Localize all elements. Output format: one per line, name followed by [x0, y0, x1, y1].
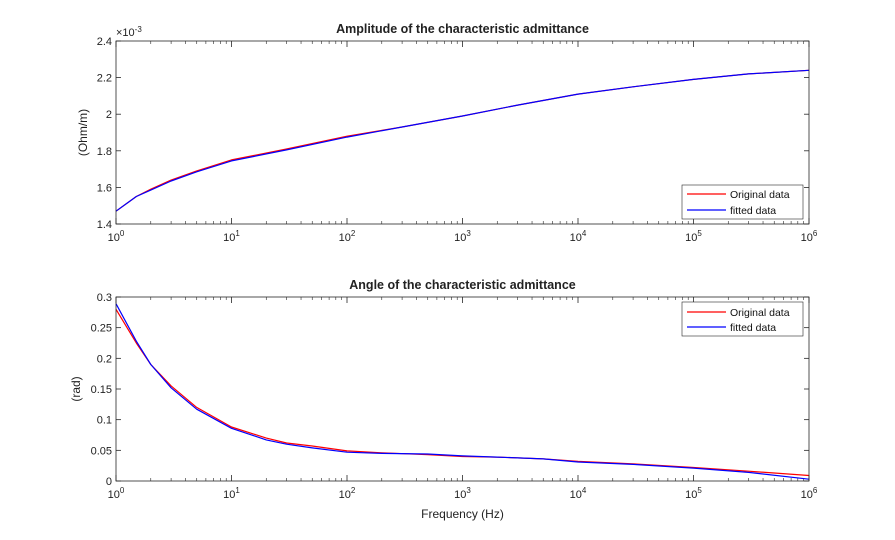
legend-box	[681, 301, 804, 337]
amplitude-axes: Amplitude of the characteristic admittan…	[76, 22, 818, 244]
x-tick-label: 106	[801, 486, 818, 501]
legend: Original data fitted data	[681, 301, 804, 337]
series-group	[115, 69, 810, 212]
angle-axes: Angle of the characteristic admittance (…	[69, 278, 818, 521]
legend-label-original: Original data	[730, 189, 790, 201]
series-group	[115, 303, 810, 480]
chart-title: Amplitude of the characteristic admittan…	[336, 22, 589, 36]
axes-box	[115, 40, 810, 225]
chart-title: Angle of the characteristic admittance	[349, 278, 576, 292]
x-tick-label: 100	[108, 229, 125, 244]
y-axis-label: (Ohm/m)	[76, 109, 90, 156]
series-line-fitted	[115, 303, 810, 480]
y-tick-label: 0.2	[97, 353, 112, 365]
y-tick-label: 2	[106, 109, 112, 121]
x-tick-label: 102	[339, 229, 356, 244]
y-tick-label: 0.15	[91, 384, 112, 396]
x-tick-label: 102	[339, 486, 356, 501]
legend-box	[681, 184, 804, 220]
y-tick-label: 1.6	[97, 182, 112, 194]
y-tick-label: 1.8	[97, 146, 112, 158]
legend: Original data fitted data	[681, 184, 804, 220]
x-tick-label: 103	[454, 486, 471, 501]
y-tick-label: 0.05	[91, 445, 112, 457]
y-tick-label: 2.4	[97, 36, 112, 48]
axes-box	[115, 296, 810, 482]
y-tick-label: 0	[106, 476, 112, 488]
y-ticks: 1.4 1.6 1.8 2 2.2 2.4	[97, 36, 809, 231]
x-ticks: 100 101 102 103 104 105 106	[108, 297, 818, 501]
legend-label-fitted: fitted data	[730, 322, 776, 334]
y-tick-label: 0.25	[91, 323, 112, 335]
y-axis-label: (rad)	[69, 376, 83, 401]
x-tick-label: 103	[454, 229, 471, 244]
y-multiplier: ×10-3	[116, 25, 142, 39]
y-tick-label: 1.4	[97, 219, 112, 231]
x-axis-label: Frequency (Hz)	[421, 507, 504, 521]
legend-label-original: Original data	[730, 307, 790, 319]
x-tick-label: 101	[223, 229, 240, 244]
x-tick-label: 104	[570, 486, 587, 501]
series-line-fitted	[115, 69, 810, 212]
legend-label-fitted: fitted data	[730, 205, 776, 217]
y-tick-label: 2.2	[97, 73, 112, 85]
x-tick-label: 105	[685, 486, 702, 501]
x-tick-label: 100	[108, 486, 125, 501]
y-tick-label: 0.1	[97, 415, 112, 427]
x-tick-label: 104	[570, 229, 587, 244]
y-ticks: 0 0.05 0.1 0.15 0.2 0.25 0.3	[91, 292, 809, 488]
x-tick-label: 106	[801, 229, 818, 244]
x-tick-label: 105	[685, 229, 702, 244]
x-tick-label: 101	[223, 486, 240, 501]
y-tick-label: 0.3	[97, 292, 112, 304]
